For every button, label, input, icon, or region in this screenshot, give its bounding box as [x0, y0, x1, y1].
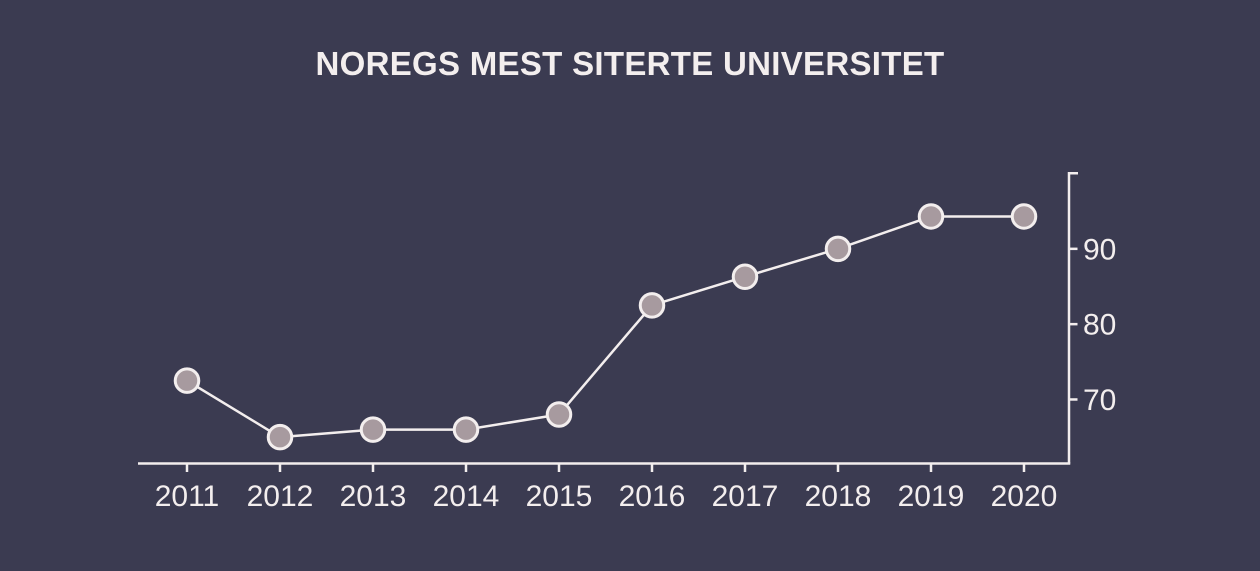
x-tick-label-2018: 2018	[805, 480, 872, 513]
x-tick-label-2013: 2013	[340, 480, 407, 513]
y-tick-label-70: 70	[1083, 384, 1116, 417]
data-point-2020	[1010, 203, 1038, 230]
data-point-2012	[266, 423, 294, 451]
data-point-2013	[359, 416, 387, 443]
x-tick-label-2019: 2019	[898, 480, 965, 513]
x-tick-label-2014: 2014	[433, 480, 500, 513]
data-line	[186, 215, 1024, 439]
chart-title: NOREGS MEST SITERTE UNIVERSITET	[315, 45, 945, 82]
x-tick-label-2011: 2011	[155, 480, 220, 513]
y-tick-label-90: 90	[1083, 233, 1116, 266]
data-point-2019	[917, 203, 945, 230]
y-tick-label-80: 80	[1083, 309, 1116, 342]
x-tick-label-2020: 2020	[991, 480, 1058, 513]
x-tick-label-2015: 2015	[526, 480, 593, 513]
x-tick-label-2012: 2012	[247, 480, 314, 513]
x-tick-label-2017: 2017	[712, 480, 779, 513]
x-tick-label-2016: 2016	[619, 480, 686, 513]
data-point-2016	[638, 292, 666, 319]
data-point-2011	[173, 367, 201, 394]
data-point-2015	[545, 401, 573, 428]
data-point-2017	[731, 263, 759, 290]
data-point-2018	[824, 235, 852, 263]
data-point-2014	[452, 416, 480, 443]
